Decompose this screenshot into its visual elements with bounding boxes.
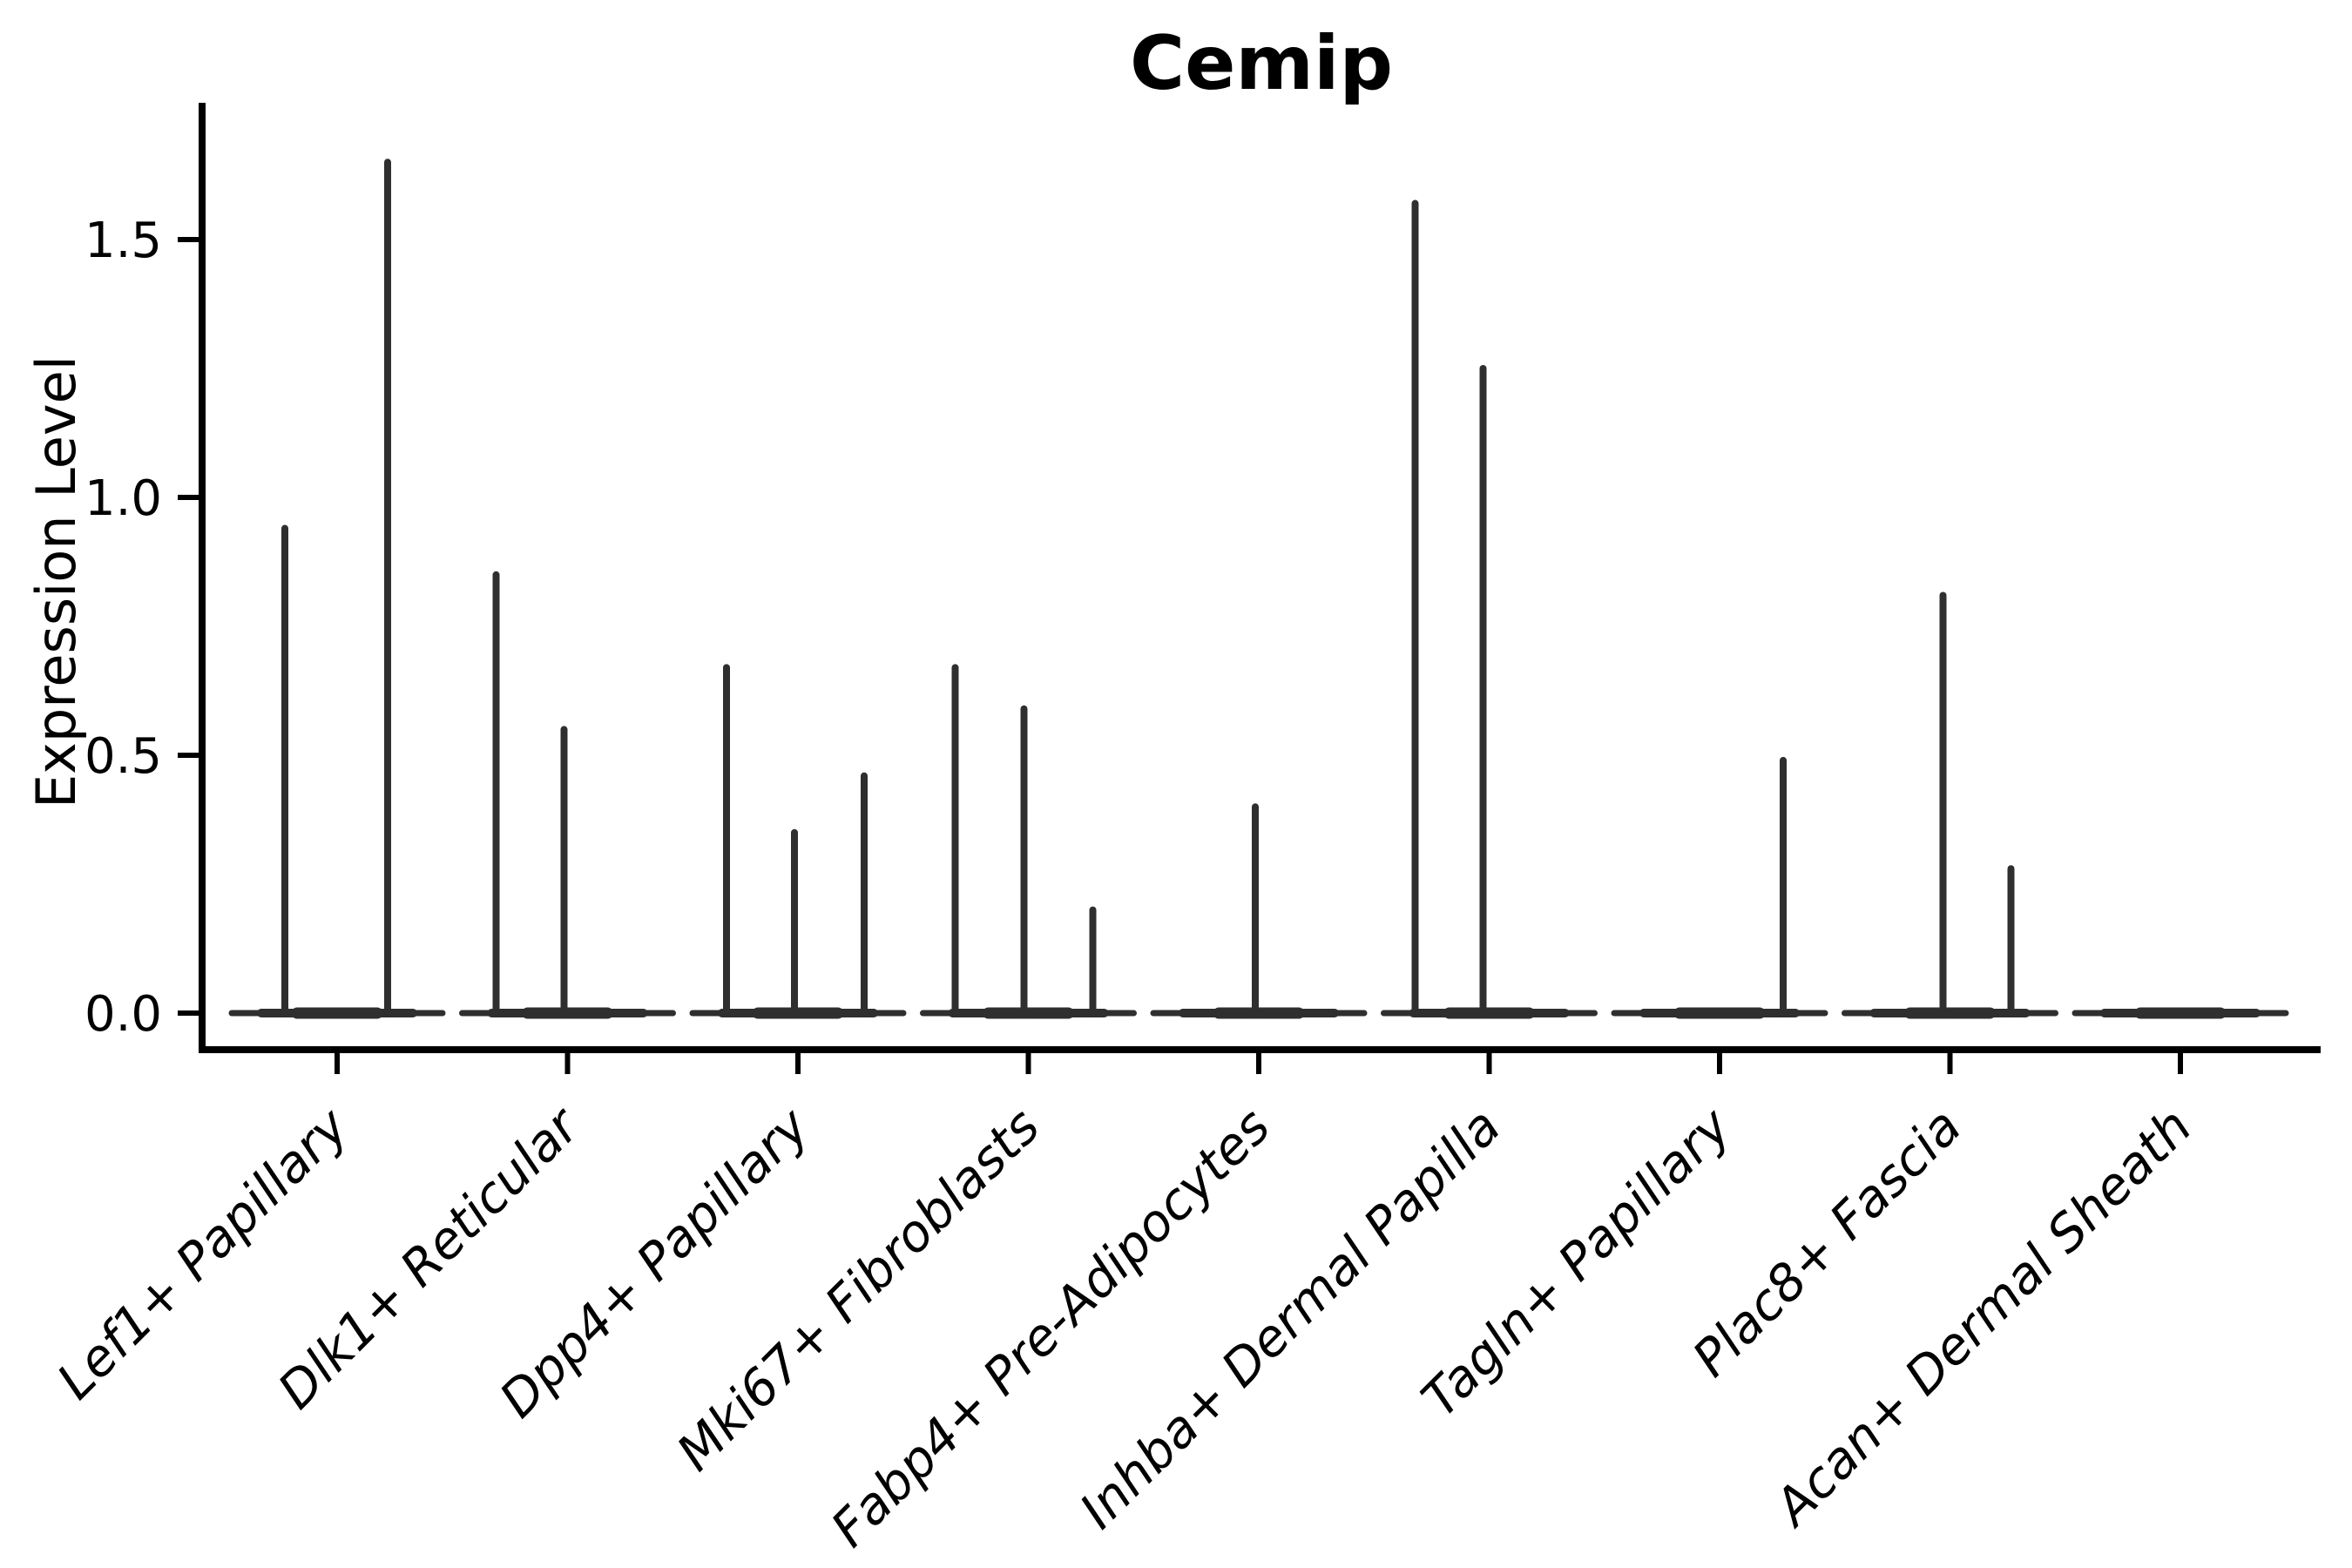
x-tick-label: Inhba+ Dermal Papilla: [1068, 1097, 1511, 1540]
violin-category: [1611, 756, 1828, 1019]
violin-category: [1842, 591, 2058, 1019]
chart-title: Cemip: [1130, 20, 1393, 107]
axes: [199, 103, 2321, 1053]
violin-category: [1150, 803, 1368, 1019]
violin-category: [1381, 199, 1598, 1019]
y-axis-ticks: 0.0 0.5 1.0 1.5: [84, 213, 202, 1043]
violin-category: [228, 159, 446, 1019]
violin-category: [920, 664, 1137, 1019]
violin-category: [459, 571, 676, 1019]
y-tick-label: 0.5: [84, 728, 162, 785]
x-tick-label: Acan+ Dermal Sheath: [1761, 1097, 2203, 1539]
x-tick-label: Fabp4+ Pre-Adipocytes: [820, 1097, 1281, 1558]
y-axis-label: Expression Level: [24, 355, 88, 808]
y-tick-label: 1.0: [84, 470, 162, 527]
y-tick-label: 1.5: [84, 213, 162, 269]
y-tick-label: 0.0: [84, 986, 162, 1043]
violin-series: [228, 159, 2289, 1019]
violin-category: [689, 664, 907, 1019]
